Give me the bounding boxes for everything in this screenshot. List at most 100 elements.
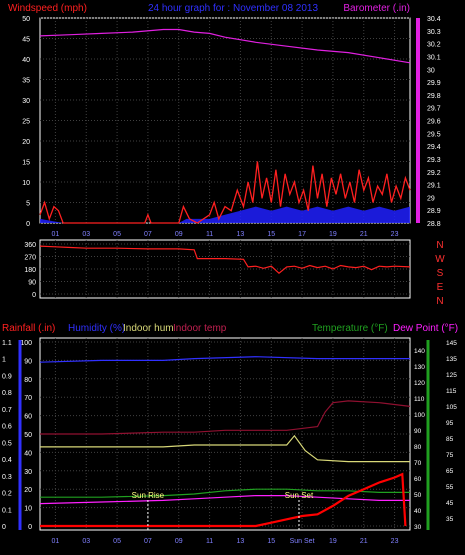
rainfall-ytick-label: 0.6 xyxy=(2,424,12,431)
wind-xtick-label: 15 xyxy=(267,231,275,238)
rainfall-ytick-label: 0 xyxy=(2,524,6,531)
barometer-ytick-label: 29.3 xyxy=(427,157,441,164)
rainfall-ytick-label: 0.4 xyxy=(2,457,12,464)
direction-ytick-label: 270 xyxy=(24,255,36,262)
temperature-ytick-label: 60 xyxy=(414,476,422,483)
wind-xtick-label: 21 xyxy=(360,231,368,238)
humidity-ytick-label: 20 xyxy=(24,487,32,494)
temperature-ytick-label: 40 xyxy=(414,508,422,515)
wind-xtick-label: 13 xyxy=(237,231,245,238)
wind-xtick-label: 01 xyxy=(52,231,60,238)
temperature-ytick-label: 45 xyxy=(446,500,454,507)
wind-ytick-label: 20 xyxy=(22,139,30,146)
wind-xtick-label: 11 xyxy=(206,231,213,238)
barometer-ytick-label: 29.6 xyxy=(427,119,441,126)
temperature-ytick-label: 70 xyxy=(414,460,422,467)
legend-indoor-temp: Indoor temp xyxy=(173,323,227,334)
windspeed-series-line xyxy=(39,161,411,224)
wind-xtick-label: 19 xyxy=(329,231,337,238)
temperature-ytick-label: 90 xyxy=(414,428,422,435)
barometer-ytick-label: 30.2 xyxy=(427,42,441,49)
weather-xtick-label: 01 xyxy=(52,538,60,545)
legend-humidity: Humidity (%) xyxy=(68,323,125,334)
barometer-ytick-label: 28.9 xyxy=(427,208,441,215)
barometer-ytick-label: 29.7 xyxy=(427,106,441,113)
indoor-hum-series-line xyxy=(40,434,410,463)
humidity-ytick-label: 80 xyxy=(24,377,32,384)
temperature-ytick-label: 130 xyxy=(414,364,425,371)
rainfall-ytick-label: 0.1 xyxy=(2,507,12,514)
rainfall-ytick-label: 0.5 xyxy=(2,440,12,447)
weather-xtick-label: 07 xyxy=(144,538,152,545)
rainfall-ytick-label: 1.1 xyxy=(2,340,12,347)
wind-ytick-label: 5 xyxy=(26,201,30,208)
barometer-ytick-label: 30.3 xyxy=(427,29,441,36)
weather-xtick-label: 05 xyxy=(113,538,121,545)
barometer-ytick-label: 29.4 xyxy=(427,144,441,151)
direction-ytick-label: 180 xyxy=(24,267,36,274)
direction-ytick-label: 0 xyxy=(32,292,36,299)
temperature-ytick-label: 110 xyxy=(414,396,425,403)
barometer-ytick-label: 30.4 xyxy=(427,16,441,23)
compass-label: N xyxy=(436,296,443,307)
temperature-ytick-label: 140 xyxy=(414,348,425,355)
humidity-series-line xyxy=(39,356,410,363)
temperature-ytick-label: 145 xyxy=(446,340,457,347)
temperature-ytick-label: 80 xyxy=(414,444,422,451)
wind-xtick-label: 23 xyxy=(391,231,399,238)
temperature-ytick-label: 75 xyxy=(446,452,454,459)
weather-xtick-label: 21 xyxy=(360,538,368,545)
wind-xtick-label: 03 xyxy=(82,231,90,238)
temperature-ytick-label: 50 xyxy=(414,492,422,499)
humidity-ytick-label: 0 xyxy=(28,524,32,531)
weather-xtick-label: 19 xyxy=(329,538,337,545)
compass-label: E xyxy=(437,282,444,293)
weather-xtick-label: 03 xyxy=(82,538,90,545)
weather-xtick-label: 15 xyxy=(267,538,275,545)
rainfall-ytick-label: 0.3 xyxy=(2,474,12,481)
wind-ytick-label: 10 xyxy=(22,180,30,187)
rainfall-ytick-label: 0.8 xyxy=(2,390,12,397)
legend-temperature: Temperature (°F) xyxy=(312,323,388,334)
wind-ytick-label: 40 xyxy=(22,57,30,64)
barometer-ytick-label: 29.8 xyxy=(427,93,441,100)
wind-ytick-label: 35 xyxy=(22,78,30,85)
barometer-series-line xyxy=(39,28,411,64)
humidity-ytick-label: 90 xyxy=(24,358,32,365)
wind-xtick-label: 07 xyxy=(144,231,152,238)
weather-xtick-label: Sun Set xyxy=(290,538,315,545)
rainfall-ytick-label: 0.2 xyxy=(2,491,12,498)
gust-area xyxy=(40,206,410,223)
sunset-label: Sun Set xyxy=(285,491,314,500)
barometer-ytick-label: 30.1 xyxy=(427,54,441,61)
barometer-ytick-label: 29.2 xyxy=(427,170,441,177)
wind-ytick-label: 25 xyxy=(22,119,30,126)
legend-dewpoint: Dew Point (°F) xyxy=(393,323,458,334)
direction-series-line xyxy=(39,245,411,274)
barometer-ytick-label: 30 xyxy=(427,67,435,74)
wind-ytick-label: 15 xyxy=(22,160,30,167)
legend-rainfall: Rainfall (.in) xyxy=(2,323,55,334)
humidity-ytick-label: 30 xyxy=(24,469,32,476)
windspeed-axis-title: Windspeed (mph) xyxy=(8,3,87,14)
graph-title: 24 hour graph for : November 08 2013 xyxy=(148,3,319,14)
weather-xtick-label: 09 xyxy=(175,538,183,545)
rainfall-ytick-label: 0.7 xyxy=(2,407,12,414)
barometer-ytick-label: 29.9 xyxy=(427,80,441,87)
wind-xtick-label: 05 xyxy=(113,231,121,238)
temperature-ytick-label: 100 xyxy=(414,412,425,419)
indoor-temp-series-line xyxy=(40,400,411,435)
barometer-ytick-label: 29 xyxy=(427,195,435,202)
sunrise-label: Sun Rise xyxy=(132,491,165,500)
direction-ytick-label: 360 xyxy=(24,242,36,249)
barometer-ytick-label: 29.5 xyxy=(427,131,441,138)
wind-ytick-label: 30 xyxy=(22,98,30,105)
wind-xtick-label: 17 xyxy=(298,231,306,238)
humidity-ytick-label: 100 xyxy=(20,340,32,347)
barometer-axis-title: Barometer (.in) xyxy=(343,3,410,14)
rainfall-series-line xyxy=(40,472,407,528)
temperature-ytick-label: 65 xyxy=(446,468,454,475)
humidity-ytick-label: 70 xyxy=(24,395,32,402)
wind-ytick-label: 45 xyxy=(22,37,30,44)
